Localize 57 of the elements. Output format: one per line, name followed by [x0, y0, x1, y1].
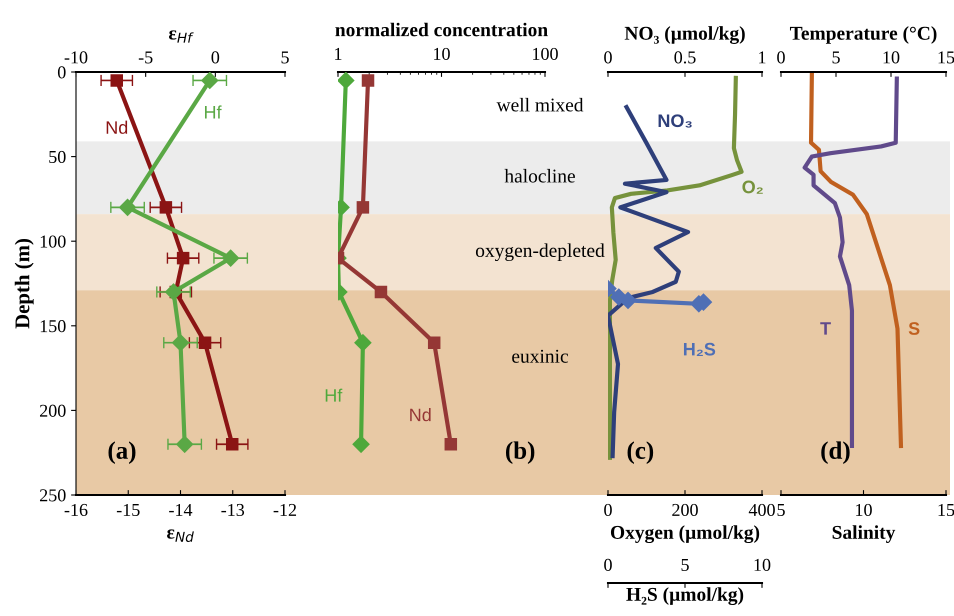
- x-axis-title: ε$_{Nd}$: [167, 529, 194, 542]
- x2-tick-label: -5: [138, 51, 152, 64]
- point: [160, 201, 172, 214]
- point: [198, 336, 212, 349]
- point: [226, 438, 238, 450]
- y-tick-label: 0: [58, 66, 66, 78]
- x-axis-title: H₂S (µmol/kg): [626, 587, 744, 605]
- y-axis-title: Depth (m): [14, 238, 34, 329]
- annotation: (d): [821, 441, 850, 464]
- x-tick-label: 400: [748, 504, 775, 516]
- series-label: NO₃: [658, 114, 692, 128]
- band-label: euxinic: [512, 350, 568, 363]
- band-label: oxygen-depleted: [476, 243, 605, 262]
- series-label: T: [820, 322, 831, 335]
- y-tick-label: 200: [40, 404, 66, 417]
- annotation: well mixed: [496, 98, 584, 112]
- x-tick-label: 10: [856, 504, 872, 516]
- annotation: (b): [506, 441, 534, 464]
- series-label: Nd: [410, 408, 431, 422]
- x-axis-title: Oxygen (µmol/kg): [610, 525, 760, 544]
- x-tick-label: -13: [221, 504, 244, 516]
- x2-axis-title: NO₃ (µmol/kg): [624, 26, 745, 44]
- y-tick-label: 250: [40, 489, 66, 502]
- y-tick-label: 100: [40, 235, 66, 248]
- series-label: O₂: [742, 180, 763, 194]
- x-tick-label: 5: [778, 504, 785, 516]
- point: [176, 252, 190, 264]
- x-tick-label: -12: [274, 504, 296, 516]
- x-tick-label: 10: [754, 558, 770, 571]
- series-label: S: [908, 322, 920, 335]
- x-tick-label: 10: [434, 48, 450, 60]
- x-axis-title: Salinity: [832, 525, 896, 543]
- annotation: (a): [108, 441, 136, 464]
- x2-axis-title: Temperature (°C): [790, 26, 936, 44]
- y-tick-label: 150: [40, 320, 66, 332]
- x-tick-label: 200: [672, 504, 698, 516]
- point: [110, 74, 124, 87]
- x2-axis-title: ε$_{Hf}$: [168, 30, 194, 43]
- band-label: halocline: [504, 168, 575, 183]
- x-tick-label: -15: [116, 504, 140, 516]
- x-tick-label: 15: [938, 504, 954, 516]
- x-tick-label: -16: [64, 504, 88, 516]
- x-tick-label: 1: [335, 48, 342, 60]
- x-axis-title: normalized concentration: [335, 22, 548, 36]
- x-tick-label: 100: [533, 48, 558, 60]
- series-label: Hf: [204, 105, 222, 118]
- x-tick-label: -14: [169, 504, 192, 516]
- x-tick-label: 5: [682, 558, 689, 571]
- x-tick-label: 0: [604, 504, 612, 516]
- series-label: Hf: [326, 388, 342, 402]
- x2-tick-label: -10: [64, 51, 88, 64]
- series-label: H₂S: [684, 342, 716, 356]
- x2-tick-label: 0.5: [674, 51, 696, 64]
- y-tick-label: 50: [49, 150, 66, 164]
- x-tick-label: 0: [604, 558, 612, 571]
- series-label: Nd: [106, 120, 128, 134]
- annotation: (c): [628, 441, 654, 464]
